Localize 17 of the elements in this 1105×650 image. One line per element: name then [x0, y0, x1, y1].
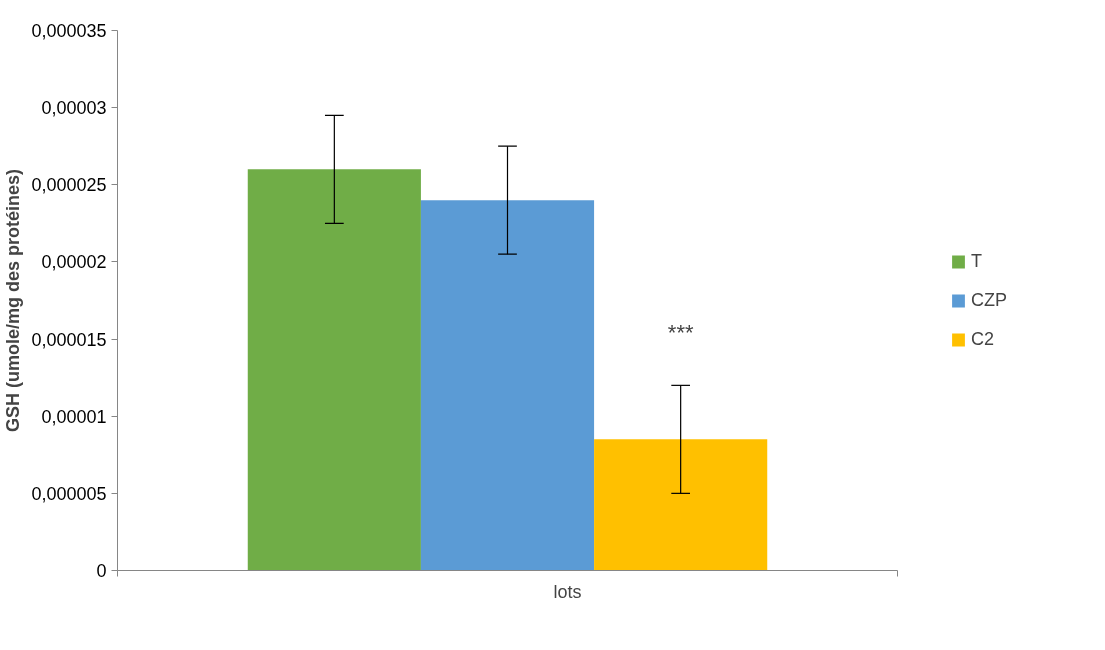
y-tick-label: 0,00003: [41, 98, 107, 119]
y-tick-label: 0,00002: [41, 252, 107, 273]
x-axis-title: lots: [553, 581, 582, 602]
y-tick-label: 0,000035: [31, 21, 107, 41]
y-tick-label: 0,00001: [41, 406, 107, 427]
legend-label: C2: [971, 328, 995, 350]
bar: [247, 169, 421, 571]
bar: [594, 439, 768, 571]
legend-label: T: [971, 250, 983, 272]
legend-label: CZP: [971, 289, 1007, 311]
bar: [420, 200, 595, 571]
y-tick-label: 0,000025: [31, 175, 107, 196]
y-tick-label: 0,000005: [31, 483, 107, 504]
annotation: ***: [667, 320, 694, 346]
y-axis-title: GSH (umole/mg des protéines): [3, 168, 24, 433]
y-tick-label: 0,000015: [31, 329, 107, 350]
y-tick-label: 0: [96, 561, 107, 581]
